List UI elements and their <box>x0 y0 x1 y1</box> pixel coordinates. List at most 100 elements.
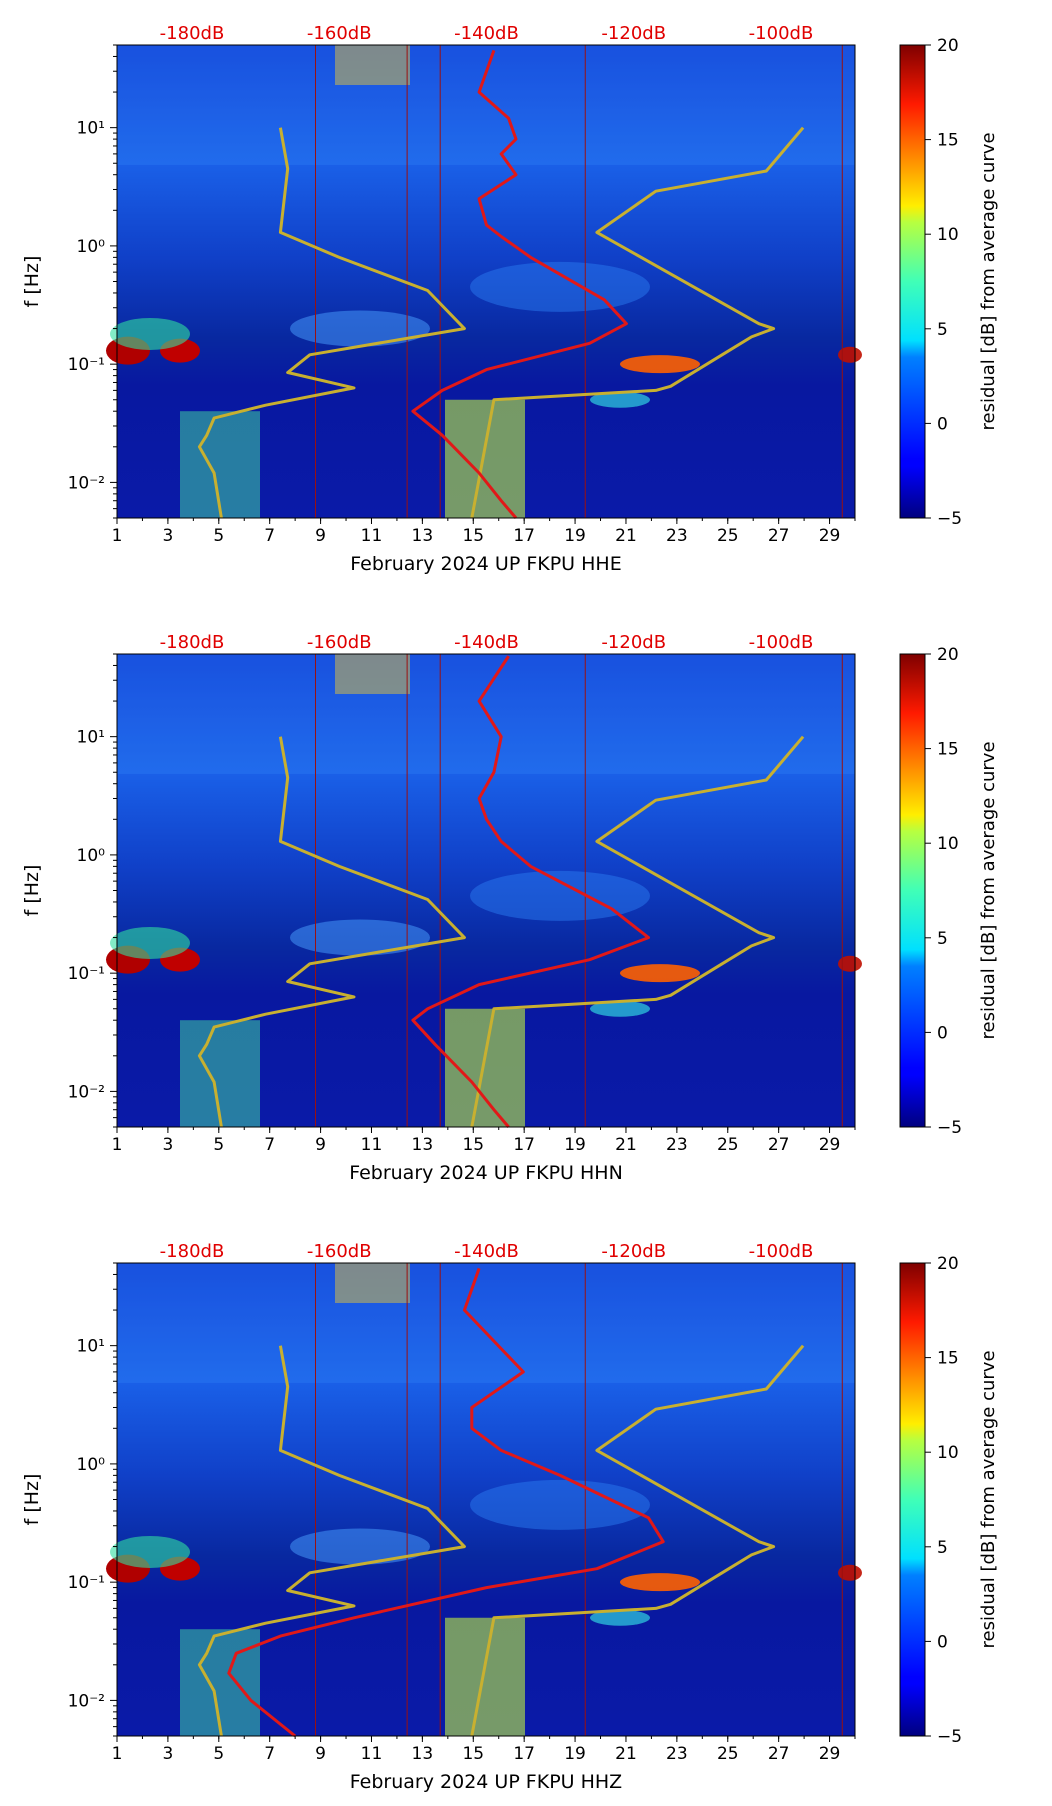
colorbar-tick-label: 10 <box>937 1443 959 1463</box>
y-tick-label: 10⁻² <box>68 473 105 493</box>
spectrogram-feature-7 <box>290 1528 430 1565</box>
x-tick-label: 9 <box>315 1744 326 1764</box>
x-tick-label: 29 <box>819 1744 841 1764</box>
high-freq-patch <box>335 45 410 85</box>
top-db-label: -180dB <box>160 632 225 653</box>
x-tick-label: 7 <box>264 1744 275 1764</box>
x-tick-label: 23 <box>666 1135 688 1155</box>
high-freq-patch <box>335 1263 410 1303</box>
colorbar-tick-label: 15 <box>937 740 959 760</box>
x-tick-label: 15 <box>462 1744 484 1764</box>
x-tick-label: 7 <box>264 526 275 546</box>
colorbar-tick-label: −5 <box>937 1118 962 1138</box>
colorbar-tick-label: 5 <box>937 320 948 340</box>
y-tick-label: 10⁰ <box>77 237 106 257</box>
yellow-model-curve-right <box>470 735 805 1128</box>
x-tick-label: 11 <box>361 1135 383 1155</box>
spectrogram-feature-5 <box>838 955 862 972</box>
top-db-label: -140dB <box>454 1241 519 1262</box>
top-db-label: -120dB <box>601 23 666 44</box>
top-db-label: -120dB <box>601 632 666 653</box>
spectrogram-feature-6 <box>590 391 650 408</box>
x-tick-label: 23 <box>666 1744 688 1764</box>
x-tick-label: 9 <box>315 526 326 546</box>
colorbar-tick-label: 10 <box>937 225 959 245</box>
x-tick-label: 25 <box>717 1744 739 1764</box>
x-tick-label: 29 <box>819 1135 841 1155</box>
top-db-label: -100dB <box>749 632 814 653</box>
red-median-curve <box>227 1267 665 1738</box>
colorbar-tick-label: 5 <box>937 929 948 949</box>
spectrogram-feature-7 <box>290 919 430 956</box>
x-tick-label: 27 <box>768 1135 790 1155</box>
colorbar-tick-label: −5 <box>937 1727 962 1747</box>
spectrogram-feature-8 <box>470 870 650 921</box>
spectrogram-feature-8 <box>470 261 650 312</box>
y-tick-label: 10⁻¹ <box>68 355 105 375</box>
y-tick-label: 10⁻¹ <box>68 1573 105 1593</box>
x-tick-label: 15 <box>462 1135 484 1155</box>
x-tick-label: 3 <box>162 526 173 546</box>
x-tick-label: 5 <box>213 1744 224 1764</box>
x-tick-label: 13 <box>412 1744 434 1764</box>
low-freq-band-2 <box>445 1617 525 1736</box>
y-tick-label: 10⁻² <box>68 1691 105 1711</box>
x-tick-label: 21 <box>615 1135 637 1155</box>
red-median-curve <box>411 655 650 1128</box>
spectrogram-feature-4 <box>620 1573 700 1592</box>
x-tick-label: 13 <box>412 1135 434 1155</box>
colorbar <box>899 44 926 519</box>
high-freq-band <box>117 1263 855 1383</box>
high-freq-band <box>117 45 855 165</box>
x-tick-label: 11 <box>361 526 383 546</box>
colorbar-label: residual [dB] from average curve <box>978 132 999 430</box>
top-db-label: -140dB <box>454 23 519 44</box>
x-tick-label: 19 <box>564 1135 586 1155</box>
yellow-model-curve-right <box>470 1344 805 1737</box>
red-median-curve <box>411 49 628 519</box>
spectrogram-feature-3 <box>110 926 190 959</box>
colorbar-tick-label: 10 <box>937 834 959 854</box>
colorbar-tick-label: 20 <box>937 36 959 56</box>
spectrogram-feature-4 <box>620 964 700 983</box>
top-db-label: -180dB <box>160 1241 225 1262</box>
x-tick-label: 15 <box>462 526 484 546</box>
high-freq-patch <box>335 654 410 694</box>
y-tick-label: 10⁰ <box>77 1455 106 1475</box>
x-tick-label: 17 <box>513 1744 535 1764</box>
spectrogram-feature-4 <box>620 355 700 374</box>
spectrogram-feature-7 <box>290 310 430 347</box>
y-tick-label: 10¹ <box>77 119 105 139</box>
colorbar-tick-label: 20 <box>937 645 959 665</box>
x-tick-label: 21 <box>615 526 637 546</box>
x-axis-label: February 2024 UP FKPU HHZ <box>350 1771 622 1793</box>
top-db-label: -160dB <box>307 632 372 653</box>
spectrogram-feature-5 <box>838 1564 862 1581</box>
x-tick-label: 27 <box>768 1744 790 1764</box>
x-tick-label: 1 <box>112 1744 123 1764</box>
x-tick-label: 25 <box>717 1135 739 1155</box>
x-axis-label: February 2024 UP FKPU HHN <box>349 1162 623 1184</box>
x-axis-label: February 2024 UP FKPU HHE <box>350 553 621 575</box>
yellow-model-curve-left <box>197 736 466 1128</box>
y-tick-label: 10⁻¹ <box>68 964 105 984</box>
x-tick-label: 5 <box>213 526 224 546</box>
y-tick-label: 10⁻² <box>68 1082 105 1102</box>
colorbar-tick-label: −5 <box>937 509 962 529</box>
x-tick-label: 1 <box>112 1135 123 1155</box>
spectrogram-feature-3 <box>110 1535 190 1568</box>
spectrogram-feature-6 <box>590 1000 650 1017</box>
x-tick-label: 3 <box>162 1135 173 1155</box>
spectrogram-feature-3 <box>110 317 190 350</box>
x-tick-label: 29 <box>819 526 841 546</box>
x-tick-label: 27 <box>768 526 790 546</box>
x-tick-label: 11 <box>361 1744 383 1764</box>
x-tick-label: 25 <box>717 526 739 546</box>
spectrogram-feature-8 <box>470 1479 650 1530</box>
yellow-model-curve-right <box>470 126 805 519</box>
top-db-label: -120dB <box>601 1241 666 1262</box>
x-tick-label: 17 <box>513 526 535 546</box>
x-tick-label: 17 <box>513 1135 535 1155</box>
